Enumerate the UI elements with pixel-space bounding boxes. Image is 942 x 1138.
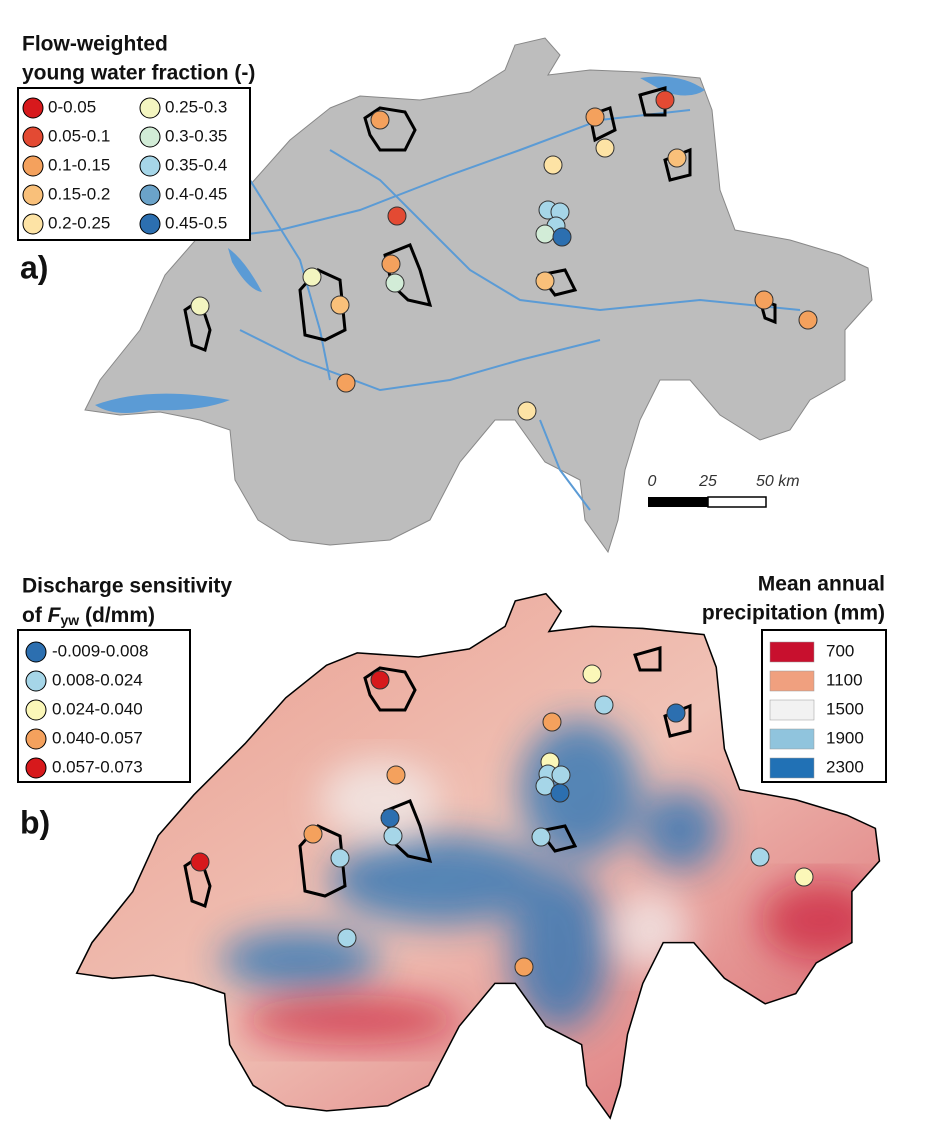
legend-box-b bbox=[17, 629, 191, 783]
site-marker bbox=[370, 110, 390, 130]
legend-swatch bbox=[22, 126, 44, 148]
site-marker bbox=[585, 107, 605, 127]
legend-label: 0.25-0.3 bbox=[165, 97, 227, 116]
legend-label: 0.2-0.25 bbox=[48, 213, 110, 232]
site-marker bbox=[370, 670, 390, 690]
site-marker bbox=[550, 783, 570, 803]
legend-swatch bbox=[25, 699, 47, 721]
lakes bbox=[95, 76, 705, 414]
legend-label: 0.45-0.5 bbox=[165, 213, 227, 232]
site-marker bbox=[330, 848, 350, 868]
title-part: of bbox=[22, 604, 48, 627]
legend-label: -0.009-0.008 bbox=[52, 641, 148, 660]
legend-title: Flow-weighted bbox=[22, 33, 168, 56]
site-marker bbox=[535, 224, 555, 244]
legend-swatch bbox=[22, 184, 44, 206]
site-marker bbox=[386, 765, 406, 785]
site-marker bbox=[794, 867, 814, 887]
site-marker bbox=[595, 138, 615, 158]
title-subscript: yw bbox=[60, 612, 79, 628]
site-marker bbox=[380, 808, 400, 828]
site-marker bbox=[798, 310, 818, 330]
legend-label: 0.05-0.1 bbox=[48, 126, 110, 145]
site-marker bbox=[387, 206, 407, 226]
legend-box-a bbox=[17, 87, 251, 241]
site-marker bbox=[303, 824, 323, 844]
site-marker bbox=[594, 695, 614, 715]
legend-swatch bbox=[25, 641, 47, 663]
legend-label: 0.057-0.073 bbox=[52, 757, 143, 776]
legend-title: young water fraction (-) bbox=[22, 62, 255, 85]
site-marker bbox=[517, 401, 537, 421]
site-marker bbox=[582, 664, 602, 684]
legend-title: Mean annual bbox=[758, 573, 885, 596]
legend-label: 1900 bbox=[826, 728, 864, 747]
legend-title: of Fyw (d/mm) bbox=[22, 604, 155, 628]
legend-swatch bbox=[139, 97, 161, 119]
scale-bar bbox=[648, 496, 767, 508]
legend-title: precipitation (mm) bbox=[702, 602, 885, 625]
site-marker bbox=[190, 852, 210, 872]
legend-swatch bbox=[25, 728, 47, 750]
scale-label: 25 bbox=[698, 473, 717, 490]
scale-label: 0 bbox=[648, 473, 657, 490]
site-marker bbox=[383, 826, 403, 846]
legend-swatch bbox=[769, 670, 815, 692]
legend-title: Discharge sensitivity bbox=[22, 575, 232, 598]
legend-label: 0.040-0.057 bbox=[52, 728, 143, 747]
panel-label: b) bbox=[20, 804, 50, 840]
title-symbol: F bbox=[48, 604, 62, 627]
legend-swatch bbox=[25, 670, 47, 692]
site-marker bbox=[337, 928, 357, 948]
legend-label: 0-0.05 bbox=[48, 97, 96, 116]
legend-swatch bbox=[139, 155, 161, 177]
site-marker bbox=[190, 296, 210, 316]
legend-swatch bbox=[139, 126, 161, 148]
site-marker bbox=[385, 273, 405, 293]
legend-label: 0.4-0.45 bbox=[165, 184, 227, 203]
legend-swatch bbox=[769, 699, 815, 721]
site-marker bbox=[667, 148, 687, 168]
legend-swatch bbox=[22, 97, 44, 119]
site-marker bbox=[655, 90, 675, 110]
site-marker bbox=[514, 957, 534, 977]
legend-label: 0.024-0.040 bbox=[52, 699, 143, 718]
legend-label: 0.15-0.2 bbox=[48, 184, 110, 203]
legend-swatch bbox=[769, 757, 815, 779]
site-marker bbox=[381, 254, 401, 274]
site-marker bbox=[330, 295, 350, 315]
legend-swatch bbox=[139, 184, 161, 206]
site-marker bbox=[543, 155, 563, 175]
title-part: (d/mm) bbox=[79, 604, 155, 627]
legend-swatch bbox=[769, 641, 815, 663]
legend-label: 1100 bbox=[826, 670, 863, 689]
legend-label: 0.35-0.4 bbox=[165, 155, 227, 174]
site-marker bbox=[531, 827, 551, 847]
site-marker bbox=[754, 290, 774, 310]
legend-swatch bbox=[22, 213, 44, 235]
scale-label: 50 km bbox=[756, 473, 800, 490]
site-marker bbox=[552, 227, 572, 247]
site-marker bbox=[542, 712, 562, 732]
site-marker bbox=[535, 271, 555, 291]
site-marker bbox=[336, 373, 356, 393]
legend-label: 0.3-0.35 bbox=[165, 126, 227, 145]
legend-swatch bbox=[139, 213, 161, 235]
legend-label: 700 bbox=[826, 641, 854, 660]
legend-swatch bbox=[22, 155, 44, 177]
legend-swatch bbox=[25, 757, 47, 779]
site-marker bbox=[302, 267, 322, 287]
site-marker bbox=[551, 765, 571, 785]
legend-label: 0.008-0.024 bbox=[52, 670, 143, 689]
panel-label: a) bbox=[20, 249, 48, 285]
legend-label: 1500 bbox=[826, 699, 864, 718]
legend-label: 0.1-0.15 bbox=[48, 155, 110, 174]
legend-swatch bbox=[769, 728, 815, 750]
legend-label: 2300 bbox=[826, 757, 864, 776]
site-marker bbox=[666, 703, 686, 723]
site-marker bbox=[750, 847, 770, 867]
